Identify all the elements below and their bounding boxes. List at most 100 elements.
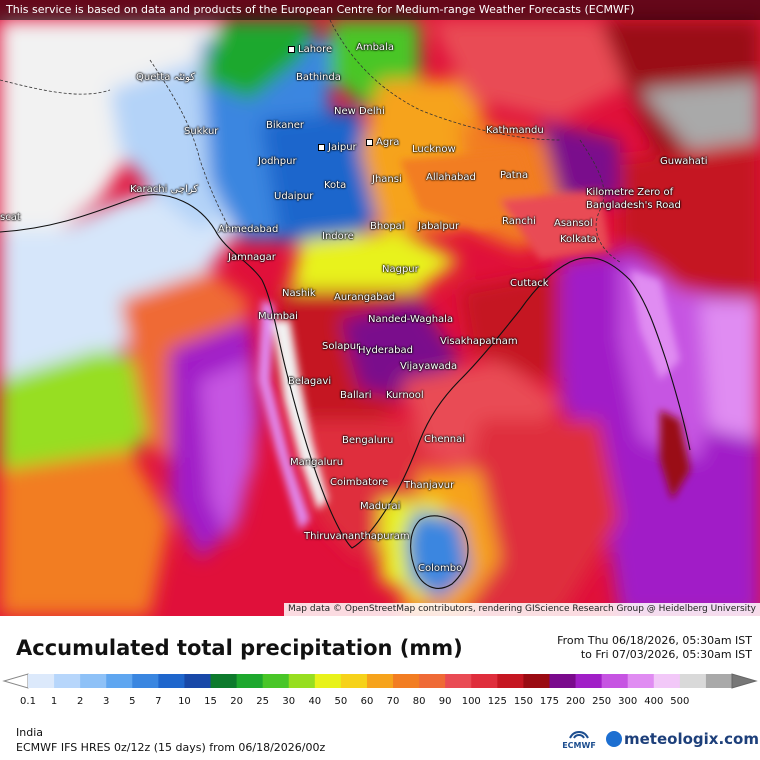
city-label: Sukkur bbox=[184, 126, 219, 137]
city-label: Jabalpur bbox=[418, 221, 460, 232]
colorbar-cell bbox=[210, 674, 238, 688]
colorbar-tick-label: 30 bbox=[282, 696, 296, 707]
colorbar-cell bbox=[549, 674, 577, 688]
ecmwf-logo-label: ECMWF bbox=[562, 741, 596, 750]
colorbar-cell bbox=[288, 674, 316, 688]
city-label: Jamnagar bbox=[228, 252, 276, 263]
city-label: Lahore bbox=[288, 44, 332, 55]
legend-title: Accumulated total precipitation (mm) bbox=[16, 636, 463, 660]
city-label: Ranchi bbox=[502, 216, 536, 227]
colorbar-cell bbox=[627, 674, 655, 688]
city-label: Kilometre Zero of Bangladesh's Road bbox=[586, 187, 681, 211]
city-label: Thanjavur bbox=[404, 480, 455, 491]
map-canvas bbox=[0, 0, 760, 616]
city-label: scat bbox=[0, 212, 21, 223]
borders bbox=[0, 19, 621, 263]
colorbar-cell bbox=[158, 674, 185, 688]
city-label: Bhopal bbox=[370, 221, 405, 232]
colorbar-cell bbox=[497, 674, 524, 688]
colorbar-tick-label: 25 bbox=[256, 696, 270, 707]
colorbar-tick-label: 2 bbox=[76, 696, 84, 707]
colorbar-tick-label: 0.1 bbox=[20, 696, 36, 707]
meteologix-logo[interactable]: meteologix.com bbox=[606, 730, 759, 748]
colorbar-cell bbox=[28, 674, 55, 688]
city-label: Nashik bbox=[282, 288, 316, 299]
coastline bbox=[0, 194, 691, 589]
colorbar-cell bbox=[54, 674, 81, 688]
colorbar-arrow-left bbox=[2, 673, 29, 689]
city-label: Cuttack bbox=[510, 278, 549, 289]
city-label: Quetta کوئٹہ bbox=[136, 72, 196, 83]
colorbar-cell bbox=[184, 674, 212, 688]
city-label: Jodhpur bbox=[258, 156, 297, 167]
colorbar-tick-label: 250 bbox=[592, 696, 612, 707]
colorbar-cell bbox=[314, 674, 342, 688]
city-label: Thiruvananthapuram bbox=[304, 531, 410, 542]
colorbar-tick-label: 1 bbox=[50, 696, 58, 707]
colorbar-tick-label: 125 bbox=[487, 696, 507, 707]
colorbar-tick-label: 175 bbox=[539, 696, 560, 707]
city-label: Karachi کراچی bbox=[130, 184, 199, 195]
colorbar-tick-label: 15 bbox=[204, 696, 217, 707]
city-label: Jhansi bbox=[372, 174, 402, 185]
colorbar-tick-label: 100 bbox=[461, 696, 481, 707]
city-label: Vijayawada bbox=[400, 361, 458, 372]
ecmwf-logo-icon bbox=[569, 731, 589, 739]
city-label: Bengaluru bbox=[342, 435, 394, 446]
city-label: Chennai bbox=[424, 434, 466, 445]
colorbar-tick-label: 7 bbox=[155, 696, 162, 707]
colorbar-tick-label: 400 bbox=[644, 696, 664, 707]
range-from: From Thu 06/18/2026, 05:30am IST bbox=[557, 634, 752, 647]
city-label: Bathinda bbox=[296, 72, 341, 83]
colorbar-cell bbox=[575, 674, 603, 688]
colorbar-cell bbox=[471, 674, 498, 688]
colorbar-cell bbox=[679, 674, 707, 688]
colorbar-cell bbox=[523, 674, 550, 688]
time-range: From Thu 06/18/2026, 05:30am IST to Fri … bbox=[557, 634, 752, 662]
colorbar-tick-label: 40 bbox=[308, 696, 322, 707]
colorbar-tick-label: 5 bbox=[129, 696, 136, 707]
colorbar-ticks: 0.1 1 2 3 5 7 10 15 20 25 30 40 50 60 70 80 90 100 125 150 1… bbox=[0, 696, 760, 710]
city-label: Guwahati bbox=[660, 156, 708, 167]
city-label: Udaipur bbox=[274, 191, 314, 202]
city-label: Colombo bbox=[418, 563, 463, 574]
colorbar-tick-label: 500 bbox=[670, 696, 690, 707]
ecmwf-notice: This service is based on data and produc… bbox=[0, 0, 760, 20]
city-label: Solapur bbox=[322, 341, 361, 352]
colorbar-tick-label: 50 bbox=[334, 696, 348, 707]
colorbar-tick-label: 300 bbox=[618, 696, 638, 707]
city-label: Bikaner bbox=[266, 120, 304, 131]
colorbar-cell bbox=[132, 674, 159, 688]
city-label: Mangaluru bbox=[290, 457, 344, 468]
city-label: Mumbai bbox=[258, 311, 298, 322]
city-label: Coimbatore bbox=[330, 477, 389, 488]
colorbar-tick-label: 10 bbox=[178, 696, 191, 707]
city-label: Kathmandu bbox=[486, 125, 544, 136]
colorbar-arrow-right bbox=[731, 673, 758, 689]
city-label: Nagpur bbox=[382, 264, 419, 275]
city-label: Allahabad bbox=[426, 172, 476, 183]
range-to: to Fri 07/03/2026, 05:30am IST bbox=[580, 648, 752, 661]
city-label: Agra bbox=[366, 137, 399, 148]
colorbar-cell bbox=[419, 674, 446, 688]
colorbar-tick-label: 60 bbox=[360, 696, 374, 707]
meteologix-label: meteologix.com bbox=[624, 730, 759, 748]
precipitation-map[interactable]: This service is based on data and produc… bbox=[0, 0, 760, 616]
city-label: Lucknow bbox=[412, 144, 456, 155]
colorbar-cell bbox=[80, 674, 107, 688]
colorbar-cell bbox=[340, 674, 368, 688]
city-label: Madurai bbox=[360, 501, 401, 512]
colorbar-cell bbox=[705, 674, 733, 688]
city-label: Ambala bbox=[356, 42, 394, 53]
colorbar-tick-label: 200 bbox=[566, 696, 586, 707]
colorbar-tick-label: 20 bbox=[230, 696, 243, 707]
colorbar-tick-label: 150 bbox=[513, 696, 533, 707]
city-label: Indore bbox=[322, 231, 354, 242]
ecmwf-logo[interactable]: ECMWF bbox=[560, 728, 598, 750]
colorbar-tick-label: 80 bbox=[412, 696, 426, 707]
colorbar-tick-label: 90 bbox=[438, 696, 452, 707]
map-attribution[interactable]: Map data © OpenStreetMap contributors, r… bbox=[284, 603, 760, 616]
city-label: Aurangabad bbox=[334, 292, 396, 303]
city-label: Kolkata bbox=[560, 234, 597, 245]
city-label: Kurnool bbox=[386, 390, 424, 401]
